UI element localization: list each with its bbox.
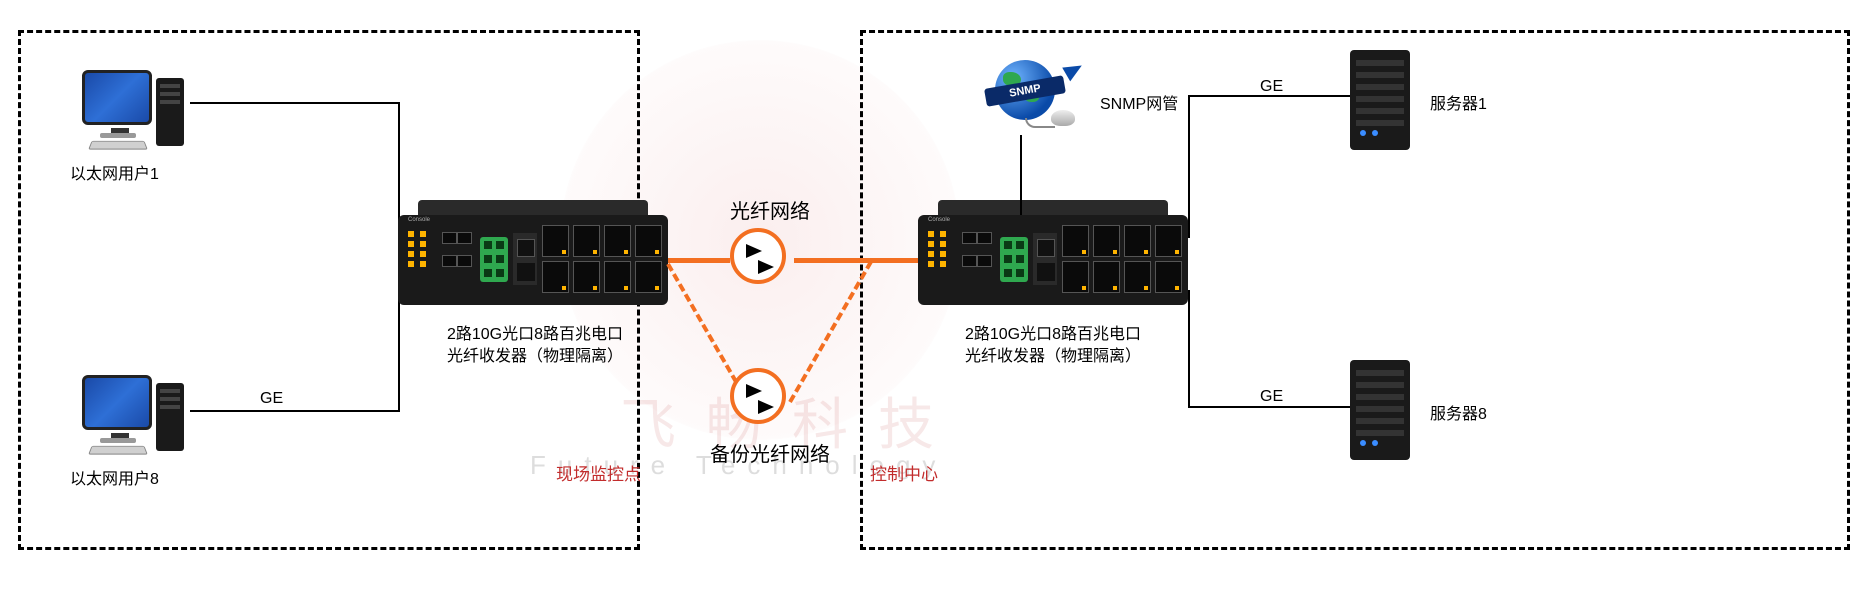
link-line <box>1188 95 1350 97</box>
fiber-arrow-icon <box>730 228 786 284</box>
right-switch-caption2: 光纤收发器（物理隔离） <box>948 342 1158 366</box>
left-switch-caption2: 光纤收发器（物理隔离） <box>430 342 640 366</box>
link-line <box>190 410 400 412</box>
server-icon <box>1350 360 1410 460</box>
link-line <box>190 102 400 104</box>
ge-label-s1: GE <box>1260 78 1283 96</box>
computer-icon <box>82 375 192 455</box>
link-line <box>1188 95 1190 238</box>
globe-snmp-icon: SNMP <box>985 60 1075 130</box>
switch-device-icon: Console <box>398 215 668 305</box>
fiber-label: 光纤网络 <box>730 195 810 224</box>
user1-label: 以太网用户1 <box>70 160 159 184</box>
ge-label-s8: GE <box>1260 388 1283 406</box>
fiber-line <box>794 258 918 263</box>
left-section-label: 现场监控点 <box>556 460 641 485</box>
computer-icon <box>82 70 192 150</box>
snmp-label: SNMP网管 <box>1100 90 1178 114</box>
user8-label: 以太网用户8 <box>70 465 159 489</box>
link-line <box>1020 135 1022 215</box>
link-line <box>1188 290 1190 408</box>
backup-fiber-label: 备份光纤网络 <box>710 438 830 467</box>
fiber-line <box>668 258 730 263</box>
ge-label-left: GE <box>260 390 283 408</box>
server8-label: 服务器8 <box>1430 400 1487 424</box>
link-line <box>398 290 400 412</box>
right-section-label: 控制中心 <box>870 460 938 485</box>
server-icon <box>1350 50 1410 150</box>
left-switch-caption1: 2路10G光口8路百兆电口 <box>430 320 640 344</box>
link-line <box>1188 406 1350 408</box>
right-switch-caption1: 2路10G光口8路百兆电口 <box>948 320 1158 344</box>
switch-device-icon: Console <box>918 215 1188 305</box>
server1-label: 服务器1 <box>1430 90 1487 114</box>
backup-fiber-arrow-icon <box>730 368 786 424</box>
